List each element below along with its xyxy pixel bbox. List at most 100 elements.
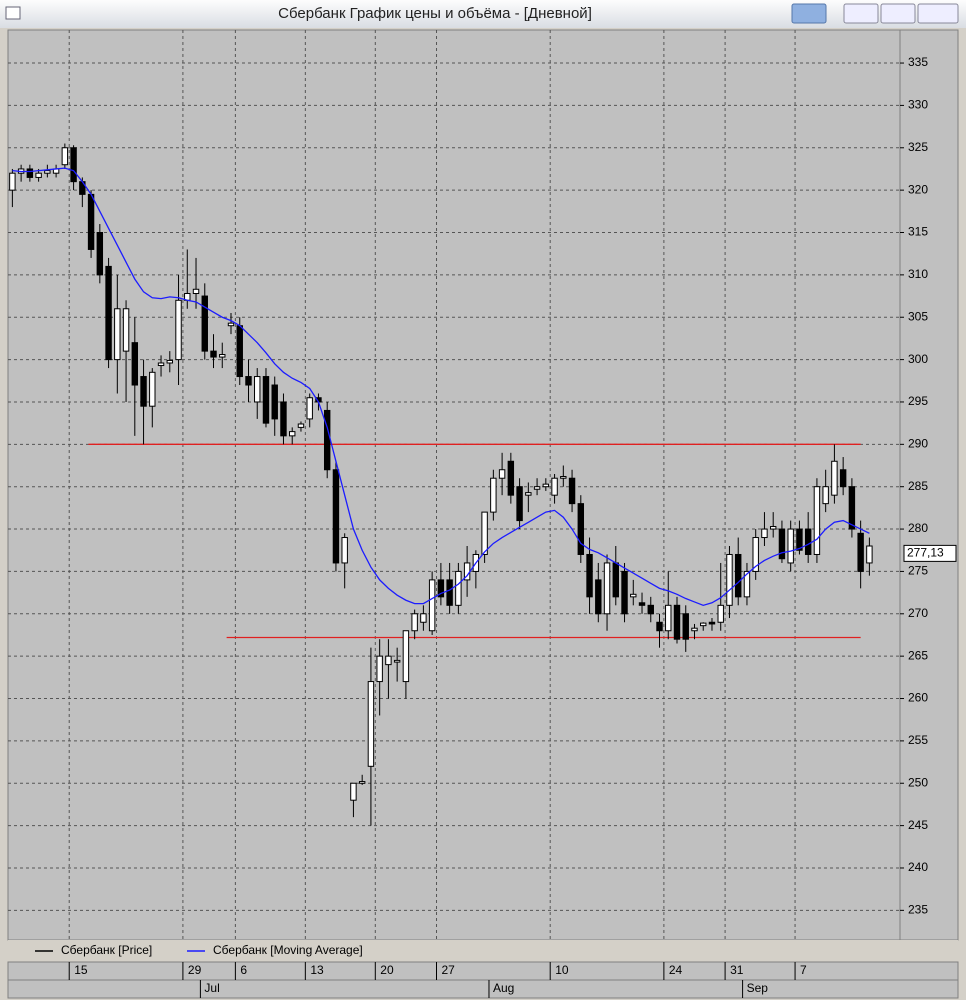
- legend-label: Сбербанк [Moving Average]: [213, 943, 363, 957]
- candle-body: [577, 503, 585, 555]
- candle-body: [367, 681, 375, 767]
- candle-body: [437, 579, 445, 598]
- y-tick-label: 275: [908, 564, 928, 578]
- close-button[interactable]: [917, 3, 959, 24]
- candle-body: [839, 469, 847, 488]
- y-tick-label: 290: [908, 437, 928, 451]
- candle-body: [533, 486, 541, 490]
- candle-body: [691, 627, 698, 632]
- window-title: Сбербанк График цены и объёма - [Дневной…: [278, 5, 592, 22]
- y-tick-label: 315: [908, 225, 928, 239]
- candle-body: [236, 325, 243, 378]
- candle-body: [586, 553, 593, 598]
- candle-body: [271, 384, 278, 420]
- candle-body: [857, 532, 864, 572]
- candle-body: [735, 553, 742, 598]
- candle-body: [350, 782, 357, 801]
- candle-body: [630, 593, 637, 598]
- candle-body: [131, 342, 139, 386]
- candle-body: [787, 528, 794, 564]
- x-tick-label: 27: [442, 963, 456, 977]
- candle-body: [507, 460, 515, 496]
- candle-body: [638, 602, 646, 606]
- candle-body: [603, 562, 611, 615]
- candle-body: [848, 486, 856, 530]
- candle-body: [656, 621, 663, 632]
- y-tick-label: 285: [908, 479, 928, 493]
- candle-body: [866, 545, 873, 564]
- candle-body: [376, 655, 383, 683]
- candle-body: [708, 621, 716, 625]
- candle-body: [358, 781, 366, 784]
- candle-body: [385, 655, 392, 666]
- y-tick-label: 330: [908, 98, 928, 112]
- y-tick-label: 265: [908, 648, 928, 662]
- candle-body: [149, 371, 156, 407]
- candle-body: [743, 570, 751, 598]
- y-tick-label: 250: [908, 775, 928, 789]
- candle-body: [341, 537, 348, 564]
- y-tick-label: 300: [908, 352, 928, 366]
- candle-body: [245, 376, 252, 386]
- candle-body: [61, 147, 69, 166]
- candle-body: [26, 168, 34, 178]
- candle-body: [542, 483, 550, 488]
- candle-body: [96, 232, 104, 276]
- candle-body: [822, 486, 829, 505]
- y-tick-label: 335: [908, 55, 928, 69]
- candle-body: [769, 526, 777, 530]
- x-tick-label: 15: [74, 963, 88, 977]
- candle-body: [560, 476, 567, 479]
- plot-area: [7, 29, 901, 941]
- legend-label: Сбербанк [Price]: [61, 943, 152, 957]
- maximize-button[interactable]: [880, 3, 916, 24]
- candle-body: [525, 492, 532, 496]
- candle-body: [700, 622, 707, 627]
- minimize-button[interactable]: [843, 3, 879, 24]
- candle-body: [778, 528, 786, 560]
- x-tick-label: 6: [240, 963, 247, 977]
- x-tick-label: 24: [669, 963, 683, 977]
- candle-body: [201, 295, 208, 352]
- y-tick-label: 245: [908, 818, 928, 832]
- candle-body: [227, 322, 235, 327]
- y-tick-label: 280: [908, 521, 928, 535]
- y-tick-label: 235: [908, 903, 928, 917]
- candle-body: [446, 579, 453, 606]
- candle-body: [219, 354, 226, 358]
- candle-body: [420, 613, 427, 623]
- last-price-label: 277,13: [907, 546, 944, 560]
- candle-body: [114, 308, 121, 361]
- window-icon: [5, 6, 21, 20]
- candle-body: [551, 477, 558, 496]
- candle-body: [682, 613, 689, 640]
- candle-body: [498, 469, 506, 479]
- candle-body: [157, 362, 165, 367]
- x-tick-label: 13: [310, 963, 324, 977]
- candle-body: [393, 659, 401, 663]
- y-tick-label: 270: [908, 606, 928, 620]
- candle-body: [210, 350, 217, 358]
- candle-body: [122, 308, 130, 352]
- y-tick-label: 240: [908, 860, 928, 874]
- candle-body: [402, 630, 410, 683]
- candle-body: [595, 579, 602, 615]
- candle-body: [568, 477, 576, 505]
- y-tick-label: 305: [908, 309, 928, 323]
- link-button[interactable]: [791, 3, 827, 24]
- candle-body: [804, 528, 812, 555]
- y-tick-label: 325: [908, 140, 928, 154]
- candle-body: [673, 604, 681, 640]
- y-tick-label: 320: [908, 182, 928, 196]
- candle-body: [516, 486, 523, 522]
- date-axis: [7, 961, 959, 981]
- y-tick-label: 310: [908, 267, 928, 281]
- y-tick-label: 260: [908, 691, 928, 705]
- candle-body: [831, 460, 838, 496]
- candle-body: [813, 486, 821, 555]
- candle-body: [105, 265, 112, 361]
- x-tick-label: 31: [730, 963, 744, 977]
- candle-body: [166, 359, 173, 364]
- candle-body: [761, 528, 768, 539]
